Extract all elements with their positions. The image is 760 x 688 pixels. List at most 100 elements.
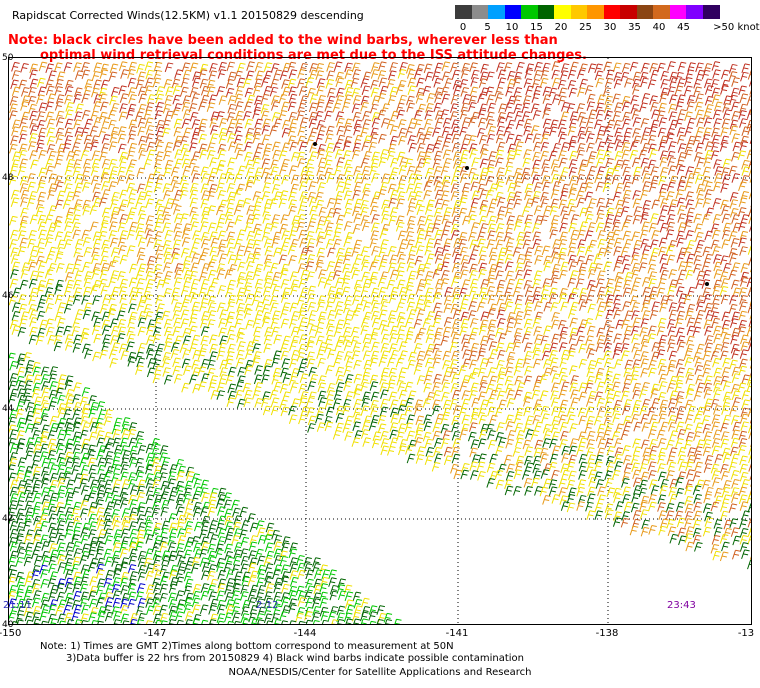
wind-barb bbox=[371, 151, 380, 162]
wind-barb bbox=[532, 190, 541, 201]
wind-barb bbox=[243, 389, 253, 400]
wind-barb bbox=[485, 166, 495, 177]
wind-barb bbox=[56, 71, 66, 81]
wind-barb bbox=[721, 79, 730, 90]
wind-barb bbox=[648, 367, 657, 378]
wind-barb bbox=[201, 206, 210, 217]
wind-barb bbox=[710, 150, 720, 160]
wind-barb bbox=[210, 237, 220, 248]
wind-barb bbox=[741, 399, 750, 410]
wind-barb bbox=[669, 94, 678, 104]
wind-barb bbox=[623, 399, 633, 409]
wind-barb bbox=[524, 350, 533, 361]
wind-barb bbox=[183, 277, 192, 287]
wind-barb bbox=[279, 245, 289, 255]
wind-barb bbox=[280, 367, 289, 378]
wind-barb bbox=[216, 390, 226, 400]
wind-barb bbox=[729, 405, 738, 416]
wind-barb bbox=[289, 382, 299, 392]
wind-barb bbox=[728, 247, 738, 258]
wind-barb bbox=[217, 569, 227, 580]
wind-barb bbox=[620, 429, 630, 440]
wind-barb bbox=[83, 85, 93, 96]
wind-barb bbox=[300, 406, 310, 417]
wind-barb bbox=[434, 254, 444, 264]
wind-barb bbox=[632, 71, 642, 82]
wind-barb bbox=[576, 445, 585, 456]
wind-barb bbox=[72, 190, 81, 201]
wind-barb bbox=[73, 119, 82, 130]
wind-barb bbox=[50, 618, 58, 624]
wind-barb bbox=[514, 422, 524, 433]
wind-barb bbox=[82, 199, 91, 210]
wind-barb bbox=[181, 101, 191, 112]
wind-barb bbox=[54, 294, 64, 305]
wind-barb bbox=[533, 405, 542, 415]
wind-barb bbox=[163, 262, 172, 272]
wind-barb bbox=[656, 349, 666, 359]
wind-barb bbox=[586, 415, 595, 426]
wind-barb bbox=[189, 111, 199, 122]
wind-barb bbox=[443, 158, 452, 168]
wind-barb bbox=[56, 452, 66, 463]
wind-barb bbox=[650, 485, 660, 495]
wind-barb bbox=[458, 287, 468, 298]
wind-barb bbox=[298, 254, 307, 264]
wind-barb bbox=[551, 319, 560, 330]
wind-barb bbox=[246, 230, 255, 241]
wind-barb bbox=[458, 303, 468, 313]
wind-barb bbox=[479, 149, 489, 159]
wind-barb bbox=[711, 87, 721, 98]
wind-barb bbox=[64, 135, 73, 145]
wind-barb bbox=[612, 390, 622, 401]
wind-barb bbox=[530, 103, 540, 114]
wind-barb bbox=[308, 391, 317, 402]
wind-barb bbox=[460, 190, 470, 201]
wind-barb bbox=[687, 62, 696, 72]
wind-barb bbox=[622, 189, 632, 200]
lat-label-42: 42 bbox=[2, 514, 14, 524]
wind-barb bbox=[345, 357, 354, 367]
wind-barb bbox=[173, 222, 182, 233]
wind-barb bbox=[587, 359, 597, 370]
wind-barb bbox=[245, 175, 255, 186]
wind-barb bbox=[640, 439, 650, 450]
wind-barb bbox=[507, 182, 516, 193]
wind-barb bbox=[316, 85, 325, 96]
wind-barb bbox=[713, 279, 722, 290]
wind-barb bbox=[189, 87, 199, 97]
wind-barb bbox=[299, 63, 308, 73]
wind-barb bbox=[11, 86, 21, 97]
wind-barb bbox=[323, 278, 333, 289]
wind-barb bbox=[66, 619, 75, 624]
wind-barb bbox=[189, 374, 198, 385]
wind-barb bbox=[550, 159, 560, 169]
wind-barb bbox=[587, 303, 597, 314]
wind-barb bbox=[629, 295, 639, 306]
wind-barb bbox=[234, 215, 244, 225]
wind-barb bbox=[750, 70, 751, 73]
wind-barb bbox=[415, 285, 425, 295]
wind-barb bbox=[209, 246, 218, 257]
wind-barb bbox=[407, 359, 416, 370]
wind-barb bbox=[488, 151, 497, 161]
wind-barb bbox=[343, 125, 353, 135]
wind-barb bbox=[192, 613, 202, 624]
wind-barb bbox=[748, 463, 751, 472]
wind-barb bbox=[444, 287, 453, 297]
wind-barb bbox=[677, 143, 687, 153]
wind-barb bbox=[695, 109, 704, 120]
wind-barb bbox=[739, 141, 749, 151]
wind-barb bbox=[326, 197, 336, 208]
wind-barb bbox=[325, 334, 334, 345]
wind-barb bbox=[678, 293, 687, 303]
wind-barb bbox=[548, 461, 558, 472]
wind-barb bbox=[684, 310, 694, 321]
wind-barb bbox=[353, 398, 363, 409]
wind-barb bbox=[749, 268, 751, 273]
wind-barb bbox=[431, 223, 441, 233]
wind-barb bbox=[377, 277, 387, 288]
wind-barb bbox=[560, 111, 570, 122]
wind-barb bbox=[710, 141, 720, 152]
wind-barb bbox=[452, 438, 462, 448]
